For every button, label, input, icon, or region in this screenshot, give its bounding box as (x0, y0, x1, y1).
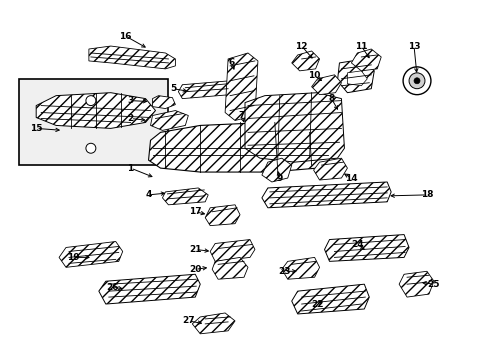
Ellipse shape (86, 143, 96, 153)
Polygon shape (150, 111, 188, 130)
Polygon shape (337, 59, 373, 93)
Polygon shape (210, 239, 254, 261)
Text: 25: 25 (427, 280, 439, 289)
Text: 9: 9 (276, 174, 283, 183)
Text: 19: 19 (66, 253, 79, 262)
Polygon shape (178, 81, 235, 99)
Polygon shape (262, 182, 390, 208)
Polygon shape (262, 158, 291, 182)
Polygon shape (99, 274, 200, 304)
Text: 18: 18 (420, 190, 432, 199)
Text: 12: 12 (295, 41, 307, 50)
Bar (19, 79, 168, 165)
Polygon shape (244, 93, 344, 162)
Text: 21: 21 (189, 245, 201, 254)
Ellipse shape (86, 96, 96, 105)
Polygon shape (89, 46, 175, 69)
Ellipse shape (402, 67, 430, 95)
Text: 2: 2 (127, 114, 134, 123)
Text: 24: 24 (350, 240, 363, 249)
Text: 5: 5 (170, 84, 176, 93)
Polygon shape (346, 71, 366, 86)
Polygon shape (162, 188, 208, 205)
Text: 7: 7 (238, 111, 244, 120)
Polygon shape (36, 93, 155, 129)
Text: 20: 20 (189, 265, 201, 274)
Text: 10: 10 (308, 71, 320, 80)
Text: 6: 6 (228, 58, 235, 67)
Ellipse shape (408, 73, 424, 89)
Polygon shape (148, 122, 329, 172)
Polygon shape (205, 205, 240, 226)
Text: 4: 4 (145, 190, 151, 199)
Text: 27: 27 (182, 316, 194, 325)
Text: 26: 26 (106, 283, 119, 292)
Polygon shape (398, 271, 433, 297)
Polygon shape (152, 96, 175, 109)
Text: 23: 23 (278, 267, 290, 276)
Polygon shape (351, 49, 381, 71)
Text: 14: 14 (345, 174, 357, 183)
Text: 16: 16 (119, 32, 132, 41)
Text: 8: 8 (328, 94, 334, 103)
Polygon shape (192, 313, 235, 334)
Text: 11: 11 (354, 41, 367, 50)
Polygon shape (324, 235, 408, 261)
Ellipse shape (413, 78, 419, 84)
Polygon shape (59, 242, 122, 267)
Polygon shape (291, 51, 319, 71)
Text: 1: 1 (127, 163, 134, 172)
Polygon shape (311, 75, 341, 95)
Text: 22: 22 (311, 300, 323, 309)
Polygon shape (291, 284, 368, 314)
Polygon shape (224, 53, 257, 121)
Text: 17: 17 (188, 207, 201, 216)
Text: 3: 3 (127, 96, 134, 105)
Text: 13: 13 (407, 41, 419, 50)
Polygon shape (281, 257, 319, 279)
Polygon shape (313, 158, 346, 180)
Polygon shape (212, 257, 247, 279)
Text: 15: 15 (30, 124, 42, 133)
